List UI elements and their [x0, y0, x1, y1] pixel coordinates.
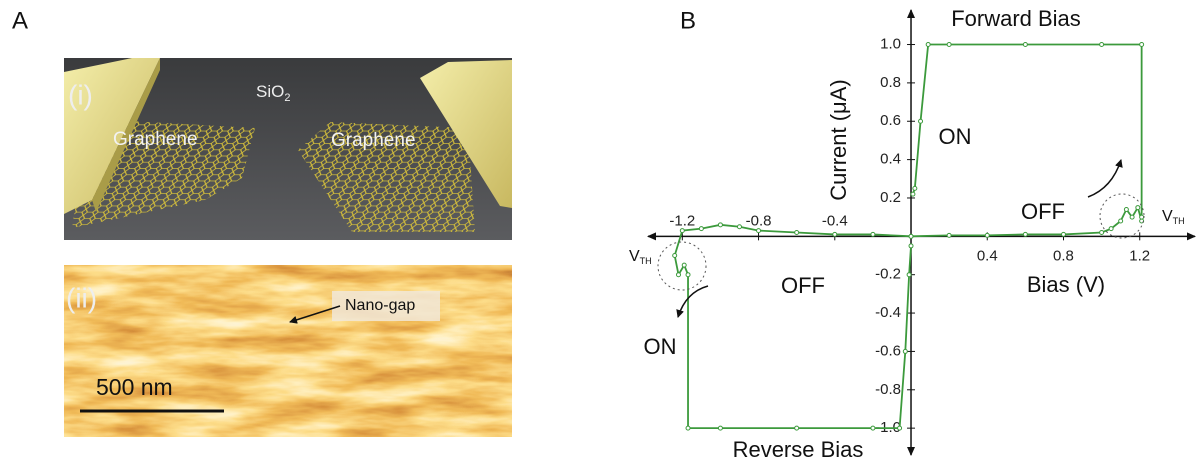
data-point [947, 43, 951, 47]
device-schematic: (i) SiO2 Graphene Graphene [64, 58, 512, 240]
state-label: OFF [781, 273, 825, 298]
series-label: Reverse Bias [733, 437, 864, 462]
y-tick-label: -0.4 [875, 304, 901, 321]
data-point [1109, 227, 1113, 231]
graphene-label: Graphene [331, 130, 416, 151]
y-tick-label: 0.6 [880, 112, 901, 129]
image-label: (ii) [66, 282, 97, 313]
iv-plot: -1.2 -0.8 -0.4 0.4 0.8 1.2 1.0 0.8 0.6 0.4 0.2 -0.2… [629, 6, 1195, 462]
data-point [1023, 232, 1027, 236]
data-point [1130, 215, 1134, 219]
y-tick-label: 0.2 [880, 189, 901, 206]
data-point [985, 233, 989, 237]
y-tick-label: 0.8 [880, 74, 901, 91]
switch-arrow [1088, 160, 1121, 197]
page: A (i) SiO2 Graphene Graphene (ii) Nano-g… [0, 0, 1202, 466]
data-point [686, 426, 690, 430]
x-tick-label: 0.4 [977, 247, 998, 264]
threshold-circle [1100, 194, 1144, 238]
y-tick-label: 0.4 [880, 151, 901, 168]
nano-gap-label: Nano-gap [345, 297, 415, 314]
data-point [1119, 219, 1123, 223]
data-point [907, 273, 911, 277]
data-point [871, 232, 875, 236]
switch-arrow [678, 286, 708, 317]
data-point [757, 229, 761, 233]
x-tick-label: 1.2 [1129, 247, 1150, 264]
data-point [913, 186, 917, 190]
substrate-subscript: 2 [284, 92, 290, 104]
x-tick-label: -1.2 [669, 212, 695, 229]
data-point [947, 233, 951, 237]
data-point [680, 229, 684, 233]
x-tick-label: -0.8 [746, 212, 772, 229]
x-tick-label: 0.8 [1053, 247, 1074, 264]
data-point [1023, 43, 1027, 47]
y-tick-label: 1.0 [880, 35, 901, 52]
data-point [1136, 206, 1140, 210]
state-label: ON [644, 334, 677, 359]
data-point [673, 254, 677, 258]
data-point [871, 426, 875, 430]
data-point [1140, 215, 1144, 219]
data-point [699, 227, 703, 231]
threshold-label: VTH [1162, 208, 1185, 226]
data-point [909, 234, 913, 238]
y-tick-label: -0.6 [875, 342, 901, 359]
data-point [833, 232, 837, 236]
data-point [926, 43, 930, 47]
afm-image: (ii) Nano-gap 500 nm [64, 265, 512, 437]
data-point [682, 263, 686, 267]
data-point [1061, 232, 1065, 236]
substrate-text: SiO [256, 82, 284, 101]
state-label: ON [939, 124, 972, 149]
y-axis-title: Current (μA) [826, 79, 851, 200]
panel-label: A [12, 7, 28, 34]
data-point [903, 349, 907, 353]
state-label: OFF [1021, 199, 1065, 224]
data-point [1140, 43, 1144, 47]
panel-label: B [680, 7, 696, 34]
data-point [676, 273, 680, 277]
threshold-sub: TH [640, 256, 652, 266]
figure: A (i) SiO2 Graphene Graphene (ii) Nano-g… [0, 0, 1202, 466]
threshold-main: V [1162, 208, 1173, 225]
data-point [1100, 231, 1104, 235]
series-label: Forward Bias [951, 6, 1081, 31]
y-tick-label: -0.2 [875, 266, 901, 283]
threshold-sub: TH [1173, 216, 1185, 226]
data-point [795, 426, 799, 430]
y-tick-label: -0.8 [875, 381, 901, 398]
threshold-label: VTH [629, 248, 652, 266]
data-point [898, 426, 902, 430]
data-point [737, 225, 741, 229]
scale-bar-label: 500 nm [96, 374, 173, 400]
data-point [909, 244, 913, 248]
threshold-main: V [629, 248, 640, 265]
data-point [911, 192, 915, 196]
data-point [795, 231, 799, 235]
data-point [718, 223, 722, 227]
data-point [686, 273, 690, 277]
graphene-label: Graphene [113, 129, 198, 150]
x-axis-title: Bias (V) [1027, 272, 1105, 297]
image-label: (i) [68, 79, 93, 110]
x-tick-label: -0.4 [822, 212, 848, 229]
data-point [1124, 207, 1128, 211]
data-point [1100, 43, 1104, 47]
data-point [919, 119, 923, 123]
data-point [718, 426, 722, 430]
